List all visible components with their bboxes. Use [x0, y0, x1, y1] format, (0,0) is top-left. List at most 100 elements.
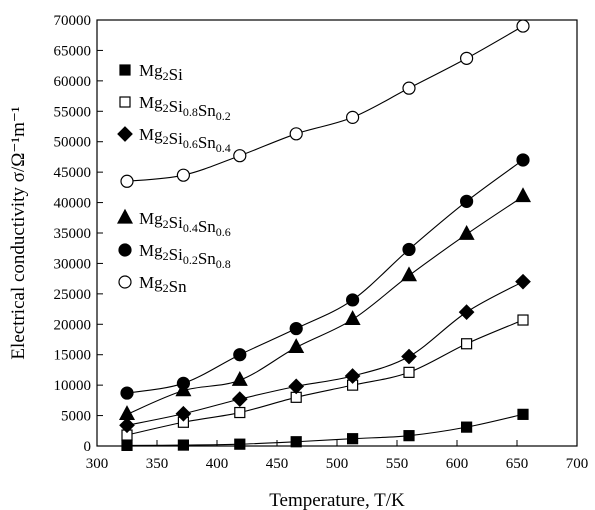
y-tick-label: 15000: [54, 348, 92, 364]
x-tick-label: 400: [206, 456, 229, 472]
data-point: [176, 376, 190, 390]
legend-text: Mg: [139, 93, 163, 112]
data-point: [347, 433, 359, 445]
data-point: [403, 430, 415, 442]
data-point: [290, 436, 302, 448]
y-tick-label: 30000: [54, 256, 92, 272]
legend-label: Mg2Si0.8Sn0.2: [139, 93, 231, 123]
series-line: [126, 281, 524, 426]
data-point: [344, 310, 361, 326]
legend-subscript: 0.8: [216, 257, 231, 271]
x-tick-label: 500: [326, 456, 349, 472]
series-layer: [118, 19, 532, 451]
series-4: [120, 153, 530, 400]
data-point: [233, 348, 247, 362]
y-tick-label: 35000: [54, 226, 92, 242]
legend-text: Si: [169, 129, 183, 148]
y-tick-label: 5000: [61, 409, 91, 425]
y-tick-label: 40000: [54, 196, 92, 212]
data-point: [175, 405, 192, 422]
legend-text: Sn: [198, 217, 216, 236]
y-tick-label: 20000: [54, 317, 92, 333]
data-point: [515, 273, 531, 290]
data-point: [231, 371, 248, 386]
legend-subscript: 2: [163, 133, 169, 147]
data-point: [234, 406, 246, 419]
data-point: [118, 405, 136, 420]
legend-text: Sn: [198, 101, 216, 120]
legend-item: Mg2Si0.2Sn0.8: [118, 241, 231, 271]
legend-marker: [117, 126, 133, 142]
x-tick-label: 350: [146, 456, 169, 472]
legend-text: Si: [169, 97, 183, 116]
y-tick-label: 0: [84, 439, 92, 455]
data-point: [516, 153, 530, 167]
data-point: [176, 168, 190, 182]
legend-label: Mg2Si0.6Sn0.4: [139, 125, 231, 155]
legend-label: Mg2Sn: [139, 273, 187, 296]
data-point: [514, 187, 532, 203]
data-point: [402, 242, 416, 257]
data-point: [234, 438, 246, 450]
y-tick-label: 65000: [54, 43, 92, 59]
legend-subscript: 0.4: [216, 141, 231, 155]
series-line: [126, 25, 524, 182]
legend-marker: [118, 275, 132, 289]
x-tick-label: 650: [506, 456, 529, 472]
legend-item: Mg2Si: [119, 61, 183, 84]
data-point: [403, 366, 415, 378]
legend-subscript: 0.8: [183, 105, 198, 119]
legend-text: Mg: [139, 61, 163, 80]
y-axis: 0 5000 10000 15000 20000 25000 30000 35000 40000…: [54, 13, 103, 455]
y-tick-label: 45000: [54, 165, 92, 181]
x-tick-label: 300: [86, 456, 109, 472]
legend-subscript: 2: [163, 249, 169, 263]
data-point: [288, 338, 305, 354]
series-0: [121, 408, 529, 451]
data-point: [344, 368, 361, 384]
data-point: [400, 266, 418, 282]
y-tick-label: 55000: [54, 104, 92, 120]
data-point: [402, 81, 416, 95]
data-point: [289, 127, 303, 141]
legend-item: Mg2Si0.8Sn0.2: [119, 93, 231, 123]
legend-text: Sn: [198, 249, 216, 268]
legend-text: Mg: [139, 125, 163, 144]
y-axis-title: Electrical conductivity σ/Ω⁻¹m⁻¹: [8, 106, 29, 359]
legend-subscript: 0.2: [216, 109, 231, 123]
y-tick-label: 70000: [54, 13, 92, 29]
data-point: [458, 304, 475, 320]
x-tick-label: 450: [266, 456, 289, 472]
legend-subscript: 0.2: [183, 253, 198, 267]
data-point: [231, 391, 248, 407]
x-axis: 300 350 400 450 500 550 600 650 700: [86, 440, 589, 472]
data-point: [460, 194, 474, 208]
legend-text: Mg: [139, 241, 163, 260]
data-point: [121, 439, 133, 451]
y-tick-label: 50000: [54, 135, 92, 151]
legend-text: Si: [169, 213, 183, 232]
data-point: [177, 439, 189, 451]
data-point: [119, 417, 135, 434]
data-point: [120, 174, 134, 188]
data-point: [288, 378, 305, 395]
series-3: [118, 187, 532, 420]
data-point: [346, 293, 360, 307]
legend-label: Mg2Si: [139, 61, 183, 84]
data-point: [517, 314, 529, 326]
series-1: [121, 314, 529, 441]
legend-label: Mg2Si0.4Sn0.6: [139, 209, 231, 239]
legend-text: Mg: [139, 209, 163, 228]
legend-item: Mg2Sn: [118, 273, 187, 296]
x-tick-label: 550: [386, 456, 409, 472]
y-tick-label: 10000: [54, 378, 92, 394]
x-tick-label: 700: [566, 456, 589, 472]
legend-subscript: 2: [163, 101, 169, 115]
legend-subscript: 0.6: [183, 137, 198, 151]
data-point: [458, 224, 475, 240]
x-axis-title: Temperature, T/K: [269, 490, 405, 510]
legend-label: Mg2Si0.2Sn0.8: [139, 241, 231, 271]
legend-subscript: 0.6: [216, 225, 231, 239]
data-point: [460, 51, 474, 65]
